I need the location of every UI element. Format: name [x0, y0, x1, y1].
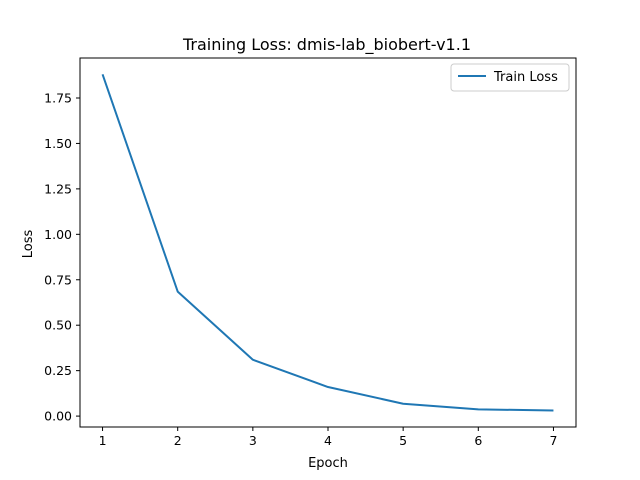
series-layer	[101, 74, 554, 412]
x-tick-label: 4	[324, 433, 332, 448]
x-tick-label: 5	[399, 433, 407, 448]
y-tick-label: 1.25	[44, 181, 72, 196]
legend-label: Train Loss	[493, 70, 558, 85]
x-tick-label: 1	[99, 433, 107, 448]
x-tick-label: 6	[474, 433, 482, 448]
x-axis-label: Epoch	[308, 456, 348, 471]
y-tick-label: 0.00	[44, 409, 72, 424]
y-tick-label: 0.75	[44, 272, 72, 287]
axis-ticks: 1 2 3 4 5 6 7 0.00 0.25 0.50 0.75 1.00 1.25 1.50 1.75	[44, 90, 557, 448]
plot-area	[80, 58, 576, 427]
y-tick-label: 0.25	[44, 363, 72, 378]
legend-box	[450, 63, 570, 92]
legend: Train Loss	[450, 63, 570, 92]
x-tick-label: 7	[549, 433, 557, 448]
y-tick-label: 0.50	[44, 318, 72, 333]
series-line-0	[101, 74, 554, 412]
y-axis-label: Loss	[21, 230, 36, 259]
chart-title: Training Loss: dmis-lab_biobert-v1.1	[182, 35, 471, 55]
x-tick-label: 2	[174, 433, 182, 448]
y-tick-label: 1.75	[44, 90, 72, 105]
y-tick-label: 1.00	[44, 227, 72, 242]
x-tick-label: 3	[249, 433, 257, 448]
plot-frame	[79, 57, 577, 428]
y-tick-label: 1.50	[44, 136, 72, 151]
